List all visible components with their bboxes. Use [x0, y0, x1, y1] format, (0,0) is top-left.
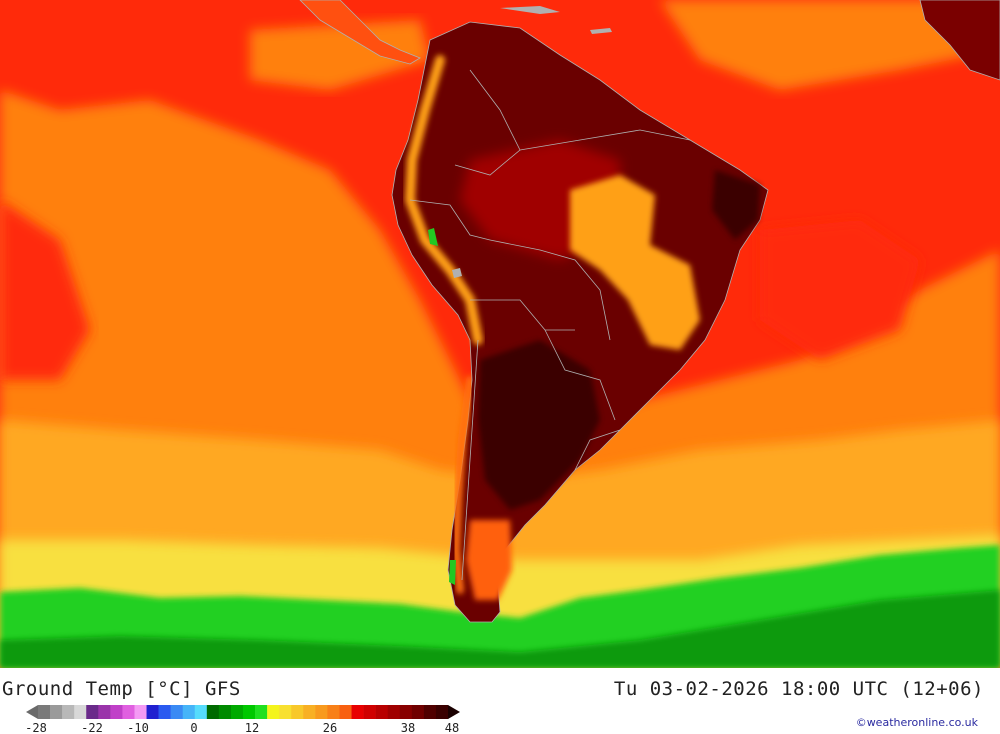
legend-tick-label: 48 — [445, 721, 459, 734]
legend-swatch — [279, 705, 292, 719]
legend-swatch — [62, 705, 75, 719]
country-borders — [409, 69, 691, 581]
map-datetime: Tu 03-02-2026 18:00 UTC (12+06) — [613, 678, 984, 700]
legend-tick-labels: -28 -22 -10 0 12 26 38 48 — [26, 721, 459, 734]
legend-swatch — [399, 705, 413, 719]
legend-swatch — [86, 705, 99, 719]
legend-swatch — [182, 705, 196, 719]
legend-tick-label: -22 — [81, 721, 103, 734]
footer-bar — [0, 668, 1000, 733]
legend-swatch — [218, 705, 232, 719]
legend-swatch — [230, 705, 244, 719]
land-darkest-south — [478, 340, 600, 510]
legend-swatch — [206, 705, 220, 719]
brazil-plateau-patch — [570, 175, 700, 350]
legend-swatch — [423, 705, 437, 719]
ocean-warm-sw-patch — [0, 200, 90, 380]
ocean-dark-green-band — [0, 590, 1000, 668]
legend-swatch — [194, 705, 208, 719]
map-title: Ground Temp [°C] GFS — [2, 678, 241, 700]
legend-tick-label: 26 — [323, 721, 337, 734]
legend-swatch — [327, 705, 340, 719]
legend-swatch — [98, 705, 111, 719]
central-america-landmass — [299, 0, 421, 65]
legend-tick-label: -28 — [26, 721, 47, 734]
ocean-orange-ne-patch — [660, 0, 1000, 90]
africa-corner-landmass — [919, 0, 1000, 81]
legend-swatch — [74, 705, 87, 719]
legend-swatch — [303, 705, 316, 719]
legend-swatch — [110, 705, 123, 719]
legend-swatch — [411, 705, 425, 719]
legend-tick-label: -10 — [127, 721, 149, 734]
legend-swatch — [387, 705, 401, 719]
ground-temperature-map — [0, 0, 1000, 668]
legend-swatch — [435, 705, 449, 719]
legend-right-arrow — [448, 705, 460, 719]
legend-tick-label: 38 — [401, 721, 415, 734]
legend-swatch — [363, 705, 376, 719]
legend-swatch — [122, 705, 135, 719]
andes-south-ridge — [451, 376, 474, 594]
legend-swatch — [351, 705, 364, 719]
color-scale-legend: -28 -22 -10 0 12 26 38 48 — [26, 705, 460, 734]
legend-swatch — [339, 705, 352, 719]
legend-swatch — [267, 705, 280, 719]
legend-swatch — [38, 705, 51, 719]
legend-swatch — [291, 705, 304, 719]
legend-swatch — [146, 705, 159, 719]
legend-swatch — [134, 705, 147, 719]
legend-tick-label: 12 — [245, 721, 259, 734]
ocean-warm-east-patch — [760, 220, 920, 360]
legend-swatch — [50, 705, 63, 719]
caribbean-islands — [500, 6, 612, 34]
patagonia-warm-patch — [466, 520, 512, 600]
legend-swatch — [158, 705, 171, 719]
legend-swatches — [38, 705, 449, 719]
legend-swatch — [170, 705, 184, 719]
legend-swatch — [315, 705, 328, 719]
legend-swatch — [375, 705, 389, 719]
legend-swatch — [243, 705, 256, 719]
andes-warm-ridge — [404, 55, 483, 345]
legend-left-arrow — [26, 705, 38, 719]
andes-green-spot — [428, 228, 438, 246]
land-darkest-northeast — [712, 170, 760, 240]
legend-swatch — [255, 705, 268, 719]
patagonia-green-strip — [449, 560, 456, 585]
legend-tick-label: 0 — [190, 721, 197, 734]
lake-titicaca — [452, 268, 462, 278]
credit-link[interactable]: ©weatheronline.co.uk — [855, 716, 978, 729]
ocean-orange-west-patch — [250, 20, 430, 90]
